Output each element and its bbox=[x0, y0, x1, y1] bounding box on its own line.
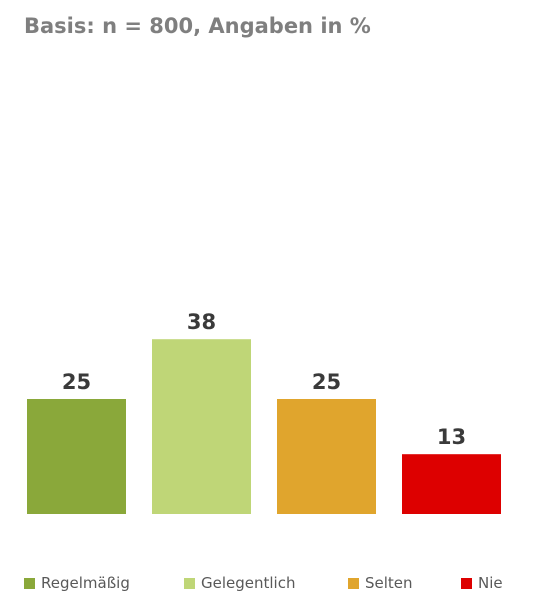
legend-label: Selten bbox=[365, 574, 413, 592]
chart-legend: Regelmäßig Gelegentlich Selten Nie bbox=[24, 574, 544, 594]
legend-swatch bbox=[348, 577, 359, 589]
bar-selten bbox=[277, 399, 376, 514]
legend-item-gelegentlich: Gelegentlich bbox=[184, 574, 295, 592]
bar-gelegentlich bbox=[152, 339, 251, 514]
bar-regelmäßig bbox=[27, 399, 126, 514]
data-label-gelegentlich: 38 bbox=[187, 310, 216, 334]
legend-swatch bbox=[24, 577, 35, 589]
legend-label: Gelegentlich bbox=[201, 574, 296, 592]
legend-swatch bbox=[184, 577, 195, 589]
legend-item-regelmäßig: Regelmäßig bbox=[24, 574, 130, 592]
data-label-nie: 13 bbox=[437, 425, 466, 449]
data-label-selten: 25 bbox=[312, 370, 341, 394]
bar-nie bbox=[402, 454, 501, 514]
bar-chart: 25 38 25 13 bbox=[27, 310, 501, 514]
legend-label: Nie bbox=[478, 574, 503, 592]
data-label-regelmäßig: 25 bbox=[62, 370, 91, 394]
chart-subtitle: Basis: n = 800, Angaben in % bbox=[24, 14, 371, 38]
legend-swatch bbox=[461, 577, 472, 589]
legend-item-selten: Selten bbox=[348, 574, 413, 592]
legend-label: Regelmäßig bbox=[41, 574, 130, 592]
legend-item-nie: Nie bbox=[461, 574, 503, 592]
